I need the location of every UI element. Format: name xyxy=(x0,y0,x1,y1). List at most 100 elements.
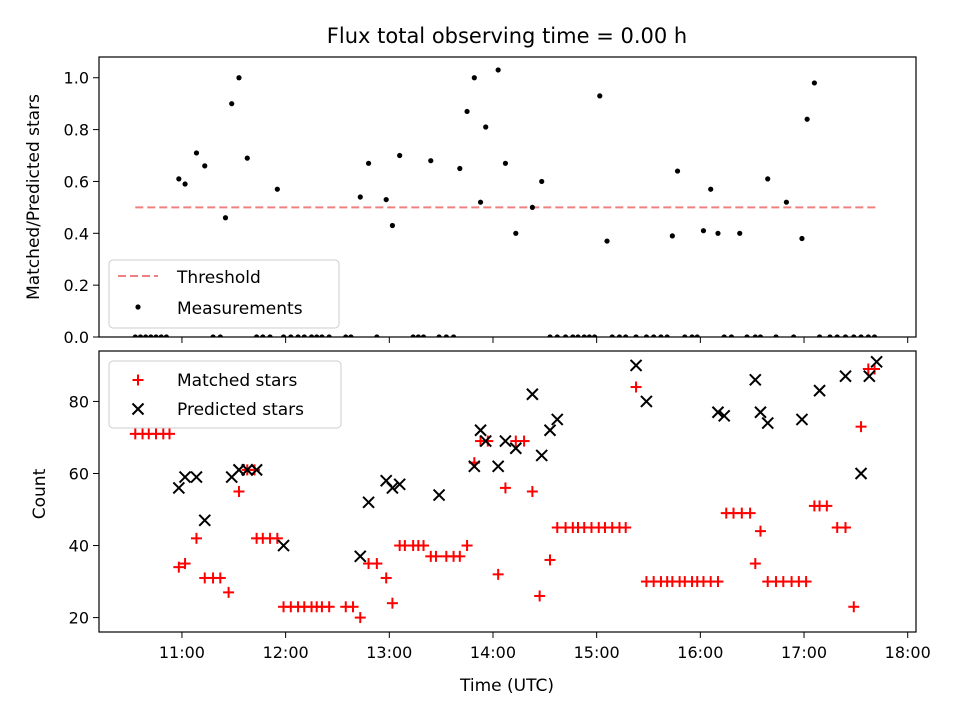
measurement-point xyxy=(308,334,315,337)
bottom-x-ticks: 11:00 12:00 13:00 14:00 15:00 16:00 17:00 18:00 xyxy=(159,632,931,662)
measurement-point xyxy=(397,152,403,159)
measurement-point xyxy=(410,334,416,337)
bottom-y-tick-label: 20 xyxy=(69,609,89,628)
predicted-star-point-b xyxy=(362,496,375,509)
measurement-point xyxy=(295,334,301,337)
top-y-tick-label: 1.0 xyxy=(64,69,89,88)
measurement-point xyxy=(236,75,242,81)
measurement-point xyxy=(153,334,159,337)
measurement-point xyxy=(871,334,878,337)
predicted-star-point xyxy=(250,463,263,477)
predicted-star-point xyxy=(354,550,367,563)
bottom-x-tick-label: 15:00 xyxy=(574,643,620,662)
predicted-star-point xyxy=(717,409,731,423)
predicted-star-point xyxy=(761,416,774,430)
predicted-star-point xyxy=(749,373,762,387)
matched-star-point xyxy=(190,532,202,544)
measurement-point xyxy=(143,334,149,337)
bottom-legend: Matched stars Predicted stars xyxy=(108,360,342,429)
bottom-axes-frame xyxy=(98,350,917,633)
measurement-point xyxy=(210,334,216,337)
measurement-point xyxy=(280,334,287,337)
measurement-point xyxy=(253,334,260,337)
measurement-point xyxy=(669,233,675,239)
bottom-x-tick-label: 13:00 xyxy=(366,643,412,662)
predicted-star-point-b xyxy=(474,424,487,437)
measurement-point xyxy=(176,176,182,182)
predicted-star-point xyxy=(178,470,192,484)
measurement-point xyxy=(158,334,164,337)
matched-star-point xyxy=(869,363,881,375)
measurement-point xyxy=(148,334,154,337)
measurement-point xyxy=(547,334,553,337)
matched-star-point xyxy=(518,435,530,447)
predicted-star-point xyxy=(277,539,290,552)
measurement-point xyxy=(193,150,200,156)
measurement-point xyxy=(827,334,833,337)
top-y-axis-label: Matched/Predicted stars xyxy=(24,94,44,300)
predicted-star-point xyxy=(198,514,211,527)
measurement-point xyxy=(420,334,427,337)
matched-star-point xyxy=(418,540,430,552)
matched-star-point xyxy=(179,558,191,570)
top-panel: 0.0 0.2 0.4 0.6 0.8 1.0 Matched/Predicted sta… xyxy=(24,56,917,347)
matched-star-point xyxy=(821,500,833,512)
measurement-point xyxy=(851,334,857,337)
measurement-point xyxy=(744,334,750,337)
matched-star-point xyxy=(620,522,632,534)
matched-star-point xyxy=(271,532,283,544)
predicted-star-point xyxy=(499,434,512,448)
measurement-point xyxy=(674,168,681,174)
matched-star-point xyxy=(454,550,466,562)
matched-star-point xyxy=(526,486,538,497)
measurement-point xyxy=(217,334,223,337)
measurement-point xyxy=(495,67,501,73)
matched-star-point xyxy=(800,576,812,588)
x-axis-label: Time (UTC) xyxy=(459,676,554,696)
predicted-star-point xyxy=(491,460,505,473)
legend-predicted-swatch xyxy=(131,402,145,416)
top-x-ticks xyxy=(181,337,909,343)
measurement-point xyxy=(483,124,489,130)
predicted-star-point-b xyxy=(640,395,653,408)
predicted-star-point xyxy=(479,434,492,448)
predicted-star-point-b xyxy=(749,373,762,387)
predicted-star-point-b xyxy=(178,470,192,484)
measurement-point xyxy=(319,334,325,337)
measurement-point xyxy=(591,334,598,337)
predicted-star-point-b xyxy=(491,460,505,473)
measurement-point xyxy=(443,334,449,337)
matched-star-point xyxy=(223,586,235,598)
matched-star-point xyxy=(712,576,724,588)
top-y-tick-label: 0.4 xyxy=(64,224,89,243)
measurement-point xyxy=(604,238,610,244)
matched-star-point xyxy=(386,597,398,609)
top-axes-frame xyxy=(98,56,917,338)
bottom-x-tick-label: 14:00 xyxy=(470,643,516,662)
legend-predicted-marker-b xyxy=(131,402,145,416)
measurement-point xyxy=(383,196,389,203)
predicted-star-point xyxy=(813,384,826,397)
predicted-star-point xyxy=(386,481,399,495)
predicted-star-point-b xyxy=(711,406,725,419)
predicted-star-point xyxy=(362,496,375,509)
predicted-star-point xyxy=(839,370,852,383)
predicted-star-point-b xyxy=(277,539,290,552)
top-legend-box xyxy=(108,259,340,329)
predicted-star-point xyxy=(863,370,876,383)
legend-threshold-label: Threshold xyxy=(176,268,261,288)
measurement-point xyxy=(773,334,779,337)
measurement-point xyxy=(842,334,849,337)
matched-star-point xyxy=(323,601,335,613)
predicted-star-point-b xyxy=(526,388,539,401)
legend-matched-label: Matched stars xyxy=(177,371,297,391)
measurement-point xyxy=(314,334,320,337)
predicted-star-point xyxy=(526,388,539,401)
matched-star-point xyxy=(233,486,245,497)
measurement-point xyxy=(682,334,688,337)
predicted-star-point-b xyxy=(795,413,809,426)
measurement-point xyxy=(457,165,463,172)
measurement-point xyxy=(326,334,332,337)
measurement-point xyxy=(664,334,670,337)
